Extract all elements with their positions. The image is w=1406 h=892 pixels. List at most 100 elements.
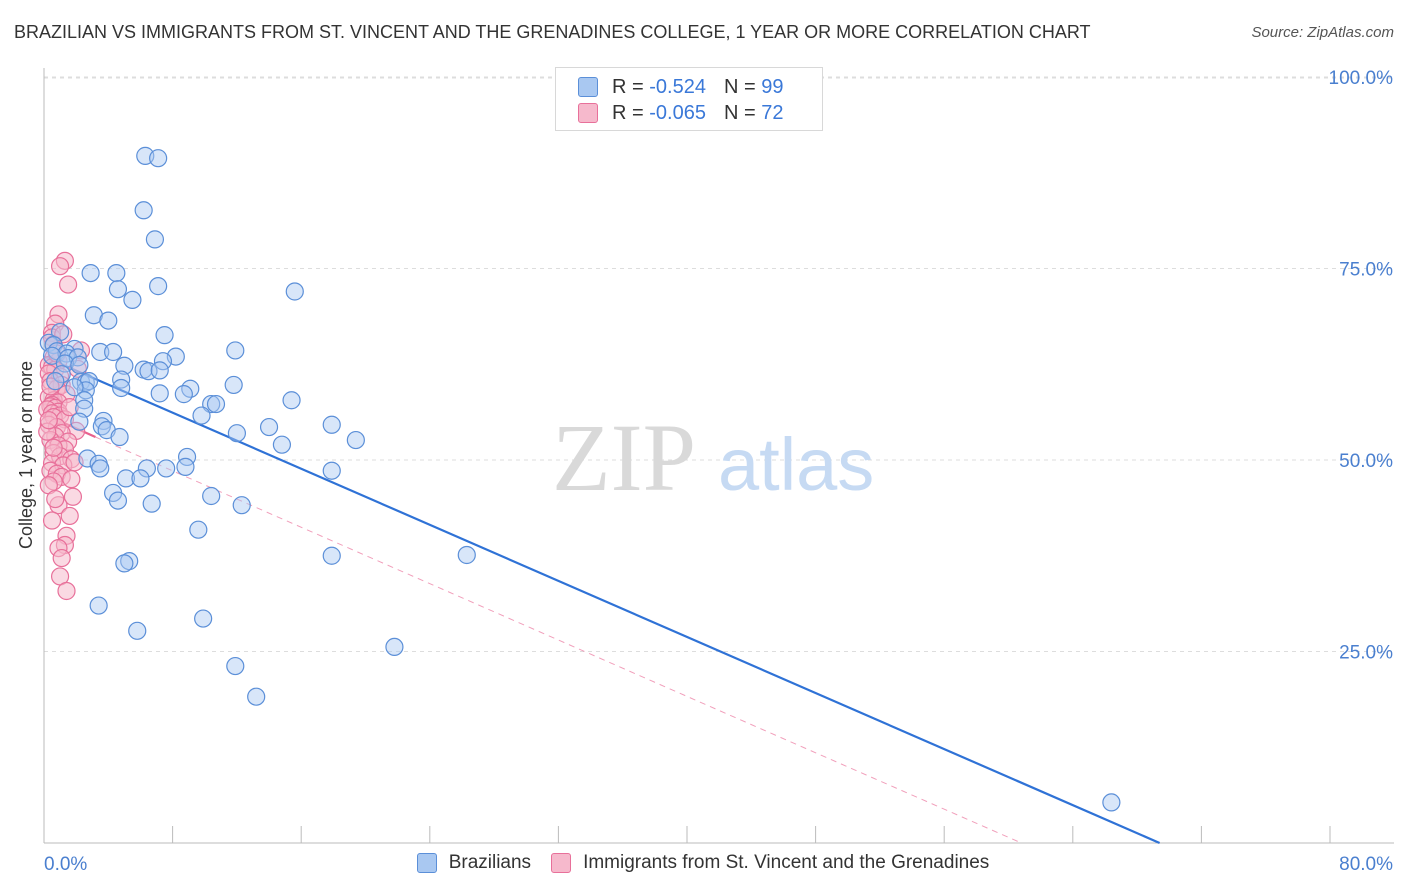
legend-swatch-blue — [578, 77, 598, 97]
point-brazilians — [247, 687, 266, 706]
legend-label-brazilians: Brazilians — [448, 852, 532, 873]
point-brazilians — [46, 372, 65, 391]
point-brazilians — [128, 621, 147, 640]
point-brazilians — [285, 282, 304, 301]
gridlines — [44, 76, 1394, 652]
point-brazilians — [107, 263, 126, 283]
point-immigrants — [46, 489, 65, 509]
point-brazilians — [224, 375, 243, 395]
chart-title: BRAZILIAN VS IMMIGRANTS FROM ST. VINCENT… — [14, 22, 1091, 42]
series-legend: Brazilians Immigrants from St. Vincent a… — [0, 852, 1406, 874]
point-brazilians — [1102, 793, 1121, 812]
point-brazilians — [346, 430, 365, 450]
point-brazilians — [110, 427, 129, 447]
point-brazilians — [91, 459, 110, 478]
point-brazilians — [322, 461, 341, 480]
legend-r-value: -0.524 — [649, 75, 706, 98]
point-brazilians — [272, 435, 292, 454]
point-brazilians — [206, 394, 226, 414]
point-immigrants — [57, 581, 76, 601]
point-immigrants — [62, 470, 81, 489]
point-brazilians — [131, 469, 150, 488]
point-brazilians — [81, 263, 100, 283]
point-brazilians — [55, 354, 74, 373]
point-brazilians — [202, 486, 221, 506]
y-tick-label: 75.0% — [1339, 260, 1393, 281]
point-brazilians — [189, 520, 208, 539]
x-tick-label: 0.0% — [44, 854, 87, 875]
point-brazilians — [120, 552, 139, 571]
point-brazilians — [322, 546, 341, 565]
point-brazilians — [145, 230, 165, 249]
point-brazilians — [104, 342, 123, 362]
watermark-zip: ZIP — [552, 404, 696, 511]
point-brazilians — [282, 391, 301, 410]
point-brazilians — [70, 412, 89, 431]
y-tick-label: 25.0% — [1339, 643, 1393, 664]
point-immigrants — [42, 511, 62, 530]
point-brazilians — [259, 417, 279, 437]
point-brazilians — [142, 494, 161, 513]
axes — [43, 68, 1394, 844]
source-label: Source: ZipAtlas.com — [1251, 24, 1394, 41]
point-brazilians — [59, 349, 78, 368]
tick-labels: 100.0% 75.0% 50.0% 25.0% 0.0% 80.0% — [44, 68, 1393, 875]
point-brazilians — [137, 459, 156, 478]
point-immigrants — [44, 438, 63, 457]
point-brazilians — [194, 609, 213, 628]
scatter-points — [38, 146, 1121, 812]
watermark: ZIP atlas — [552, 404, 874, 511]
legend-n-label: N = — [723, 75, 756, 98]
legend-swatch-pink — [551, 853, 572, 873]
y-tick-label: 50.0% — [1339, 451, 1393, 472]
point-brazilians — [70, 355, 89, 375]
point-brazilians — [150, 384, 169, 403]
point-brazilians — [52, 365, 71, 384]
point-brazilians — [457, 545, 476, 565]
point-brazilians — [89, 596, 108, 615]
point-immigrants — [39, 411, 58, 430]
point-brazilians — [192, 406, 211, 425]
point-immigrants — [50, 257, 70, 276]
watermark-atlas: atlas — [718, 423, 874, 506]
legend-item-brazilians: Brazilians — [416, 852, 532, 874]
point-brazilians — [227, 424, 246, 443]
point-brazilians — [149, 277, 168, 296]
point-brazilians — [149, 149, 168, 168]
point-brazilians — [112, 378, 131, 398]
legend-row-brazilians: R = -0.524 N = 99 — [578, 75, 783, 99]
legend-n-value: 99 — [761, 75, 784, 98]
y-tick-label: 100.0% — [1329, 68, 1394, 89]
point-brazilians — [322, 415, 341, 434]
point-brazilians — [176, 457, 195, 476]
point-immigrants — [63, 487, 83, 506]
point-immigrants — [60, 398, 79, 417]
point-brazilians — [91, 342, 110, 362]
point-brazilians — [134, 201, 153, 220]
legend-swatch-pink — [578, 103, 598, 123]
legend-label-immigrants: Immigrants from St. Vincent and the Gren… — [583, 852, 990, 873]
point-brazilians — [99, 311, 118, 330]
point-brazilians — [108, 280, 128, 299]
point-brazilians — [150, 361, 169, 380]
point-brazilians — [157, 459, 176, 478]
point-brazilians — [155, 326, 174, 345]
point-brazilians — [116, 469, 136, 488]
stats-legend: R = -0.524 N = 99 R = -0.065 N = 72 — [555, 67, 823, 131]
legend-n-value: 72 — [761, 101, 784, 124]
point-brazilians — [174, 385, 193, 404]
point-immigrants — [41, 377, 60, 396]
legend-r-label: R = — [612, 75, 644, 98]
x-tick-label: 80.0% — [1339, 854, 1393, 875]
legend-n-label: N = — [723, 101, 756, 124]
point-brazilians — [226, 341, 245, 360]
point-brazilians — [115, 356, 134, 375]
legend-r-value: -0.065 — [649, 101, 706, 124]
point-brazilians — [108, 491, 128, 510]
point-brazilians — [78, 449, 97, 468]
legend-swatch-blue — [416, 853, 437, 873]
legend-item-immigrants: Immigrants from St. Vincent and the Gren… — [551, 852, 989, 874]
y-axis-label: College, 1 year or more — [16, 361, 36, 549]
point-immigrants — [59, 275, 78, 294]
